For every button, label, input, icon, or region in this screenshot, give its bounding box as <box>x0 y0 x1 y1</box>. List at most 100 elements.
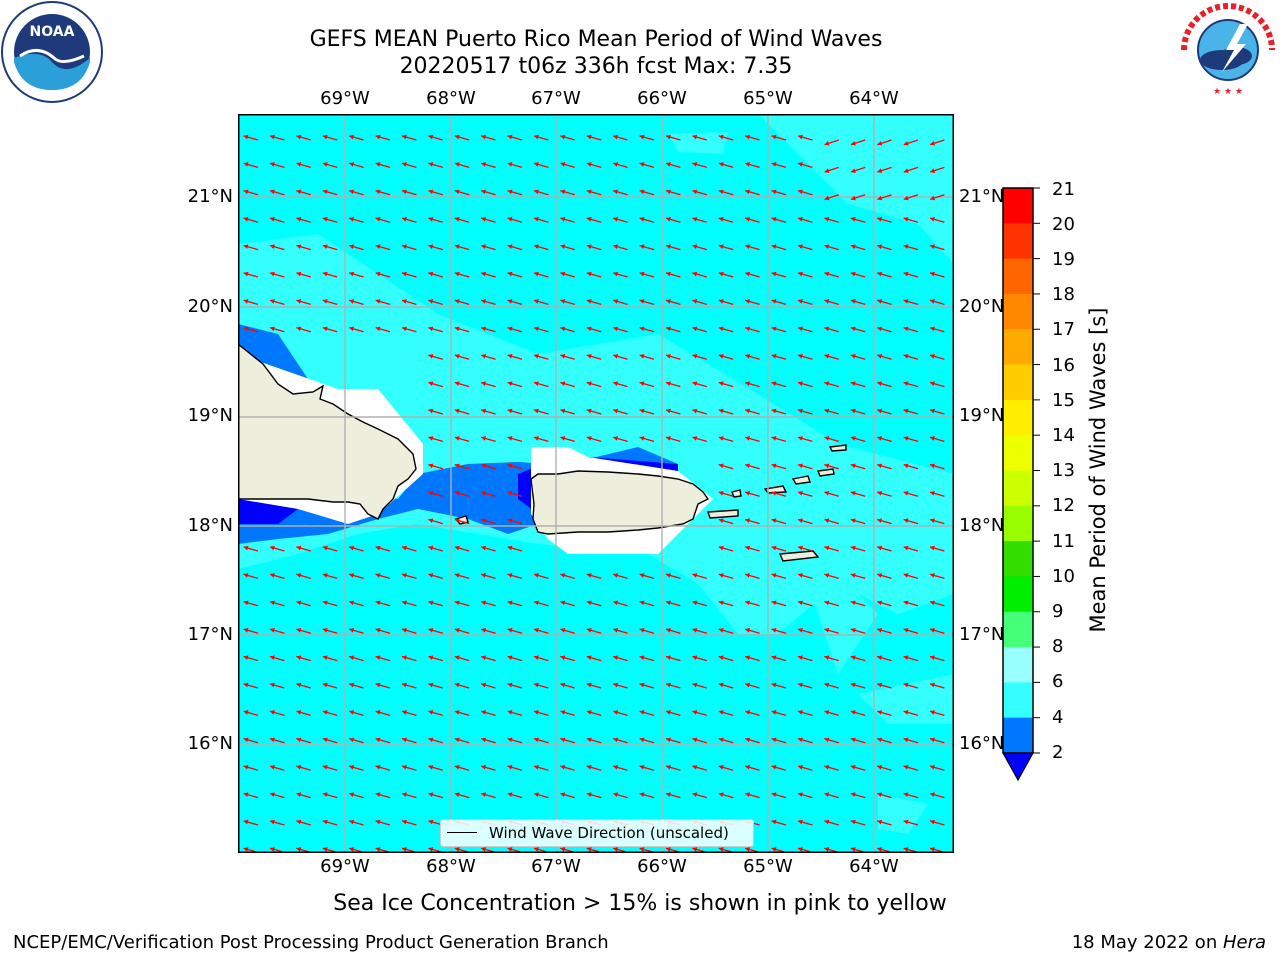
wave-direction-arrow <box>296 216 311 223</box>
wave-direction-arrow <box>481 162 496 169</box>
wave-direction-arrow <box>824 216 839 223</box>
wave-direction-arrow <box>929 600 945 607</box>
wave-direction-arrow <box>401 819 417 826</box>
wave-direction-arrow <box>375 792 391 799</box>
wave-direction-arrow <box>269 189 285 196</box>
wave-direction-arrow <box>533 710 549 717</box>
wave-direction-arrow <box>296 299 311 306</box>
lat-label: 19°N <box>959 405 1005 426</box>
wave-direction-arrow <box>745 408 760 415</box>
wave-direction-arrow <box>428 216 443 223</box>
wave-direction-arrow <box>692 408 707 415</box>
wave-direction-arrow <box>613 737 628 744</box>
wave-direction-arrow <box>850 737 866 744</box>
lat-label: 17°N <box>187 624 233 645</box>
wave-direction-arrow <box>269 545 285 552</box>
wave-direction-arrow <box>665 299 681 306</box>
colorbar-bin <box>1003 329 1033 366</box>
wave-direction-arrow <box>929 737 945 744</box>
wave-direction-arrow <box>560 216 575 223</box>
colorbar-tick-label: 8 <box>1052 636 1064 657</box>
wave-direction-arrow <box>771 162 787 169</box>
wave-direction-arrow <box>797 682 813 689</box>
wave-direction-arrow <box>507 353 523 360</box>
colorbar-bin <box>1003 364 1033 401</box>
wave-direction-arrow <box>296 655 311 662</box>
wave-direction-arrow <box>375 682 391 689</box>
wave-direction-arrow <box>613 436 628 443</box>
wave-direction-arrow <box>929 194 945 201</box>
wave-direction-arrow <box>929 381 945 388</box>
wave-direction-arrow <box>665 710 681 717</box>
wave-direction-arrow <box>877 792 892 799</box>
wave-direction-arrow <box>401 326 417 333</box>
colorbar-tick-label: 15 <box>1052 390 1075 411</box>
colorbar-tick-label: 19 <box>1052 249 1075 270</box>
wave-direction-arrow <box>903 573 919 580</box>
wave-direction-arrow <box>269 792 285 799</box>
wave-direction-arrow <box>296 819 311 826</box>
wave-direction-arrow <box>850 682 866 689</box>
wave-direction-arrow <box>797 600 813 607</box>
wave-direction-arrow <box>375 189 391 196</box>
wave-direction-arrow <box>481 326 496 333</box>
wave-direction-arrow <box>718 545 734 552</box>
wave-direction-arrow <box>481 353 496 360</box>
map-panel <box>238 114 954 853</box>
wave-direction-arrow <box>586 710 602 717</box>
wave-direction-arrow <box>349 189 364 196</box>
wave-direction-arrow <box>824 573 839 580</box>
wave-direction-arrow <box>243 299 259 306</box>
wave-direction-arrow <box>903 436 919 443</box>
wave-direction-arrow <box>428 792 443 799</box>
wave-direction-arrow <box>560 381 575 388</box>
wave-direction-arrow <box>507 573 523 580</box>
wave-direction-arrow <box>797 710 813 717</box>
wave-direction-arrow <box>401 244 417 251</box>
lon-label: 64°W <box>849 856 899 877</box>
wave-direction-arrow <box>586 436 602 443</box>
wave-direction-arrow <box>639 326 655 333</box>
wave-direction-arrow <box>613 189 628 196</box>
wave-direction-arrow <box>481 381 496 388</box>
wave-direction-arrow <box>322 545 338 552</box>
wave-direction-arrow <box>929 271 945 278</box>
wave-direction-arrow <box>665 244 681 251</box>
colorbar-bin <box>1003 293 1033 330</box>
wave-direction-arrow <box>296 189 311 196</box>
puerto-rico <box>530 470 710 535</box>
wave-direction-arrow <box>481 518 496 525</box>
wave-direction-arrow <box>639 655 655 662</box>
wave-direction-arrow <box>454 600 470 607</box>
wave-direction-arrow <box>903 166 919 173</box>
wave-direction-arrow <box>718 162 734 169</box>
wave-direction-arrow <box>349 737 364 744</box>
wave-direction-arrow <box>665 408 681 415</box>
wave-direction-arrow <box>903 682 919 689</box>
wave-direction-arrow <box>665 655 681 662</box>
wave-direction-arrow <box>824 792 839 799</box>
wave-direction-arrow <box>560 573 575 580</box>
lat-label: 16°N <box>187 733 233 754</box>
wave-direction-arrow <box>507 463 523 470</box>
wave-direction-arrow <box>665 189 681 196</box>
wave-direction-arrow <box>243 162 259 169</box>
wave-direction-arrow <box>877 764 892 771</box>
virgin-islands-2 <box>791 475 811 485</box>
wave-direction-arrow <box>428 600 443 607</box>
wave-direction-arrow <box>454 710 470 717</box>
wave-direction-arrow <box>665 600 681 607</box>
wave-direction-arrow <box>718 189 734 196</box>
wave-direction-arrow <box>428 271 443 278</box>
wave-direction-arrow <box>692 655 707 662</box>
wave-direction-arrow <box>560 326 575 333</box>
wave-direction-arrow <box>929 682 945 689</box>
wave-direction-arrow <box>745 764 760 771</box>
virgin-islands-3 <box>817 468 835 477</box>
chart-subtitle: 20220517 t06z 336h fcst Max: 7.35 <box>399 54 793 79</box>
wave-direction-arrow <box>507 299 523 306</box>
wave-direction-arrow <box>745 299 760 306</box>
lon-label: 69°W <box>320 856 370 877</box>
wave-direction-arrow <box>428 573 443 580</box>
wave-direction-arrow <box>296 244 311 251</box>
